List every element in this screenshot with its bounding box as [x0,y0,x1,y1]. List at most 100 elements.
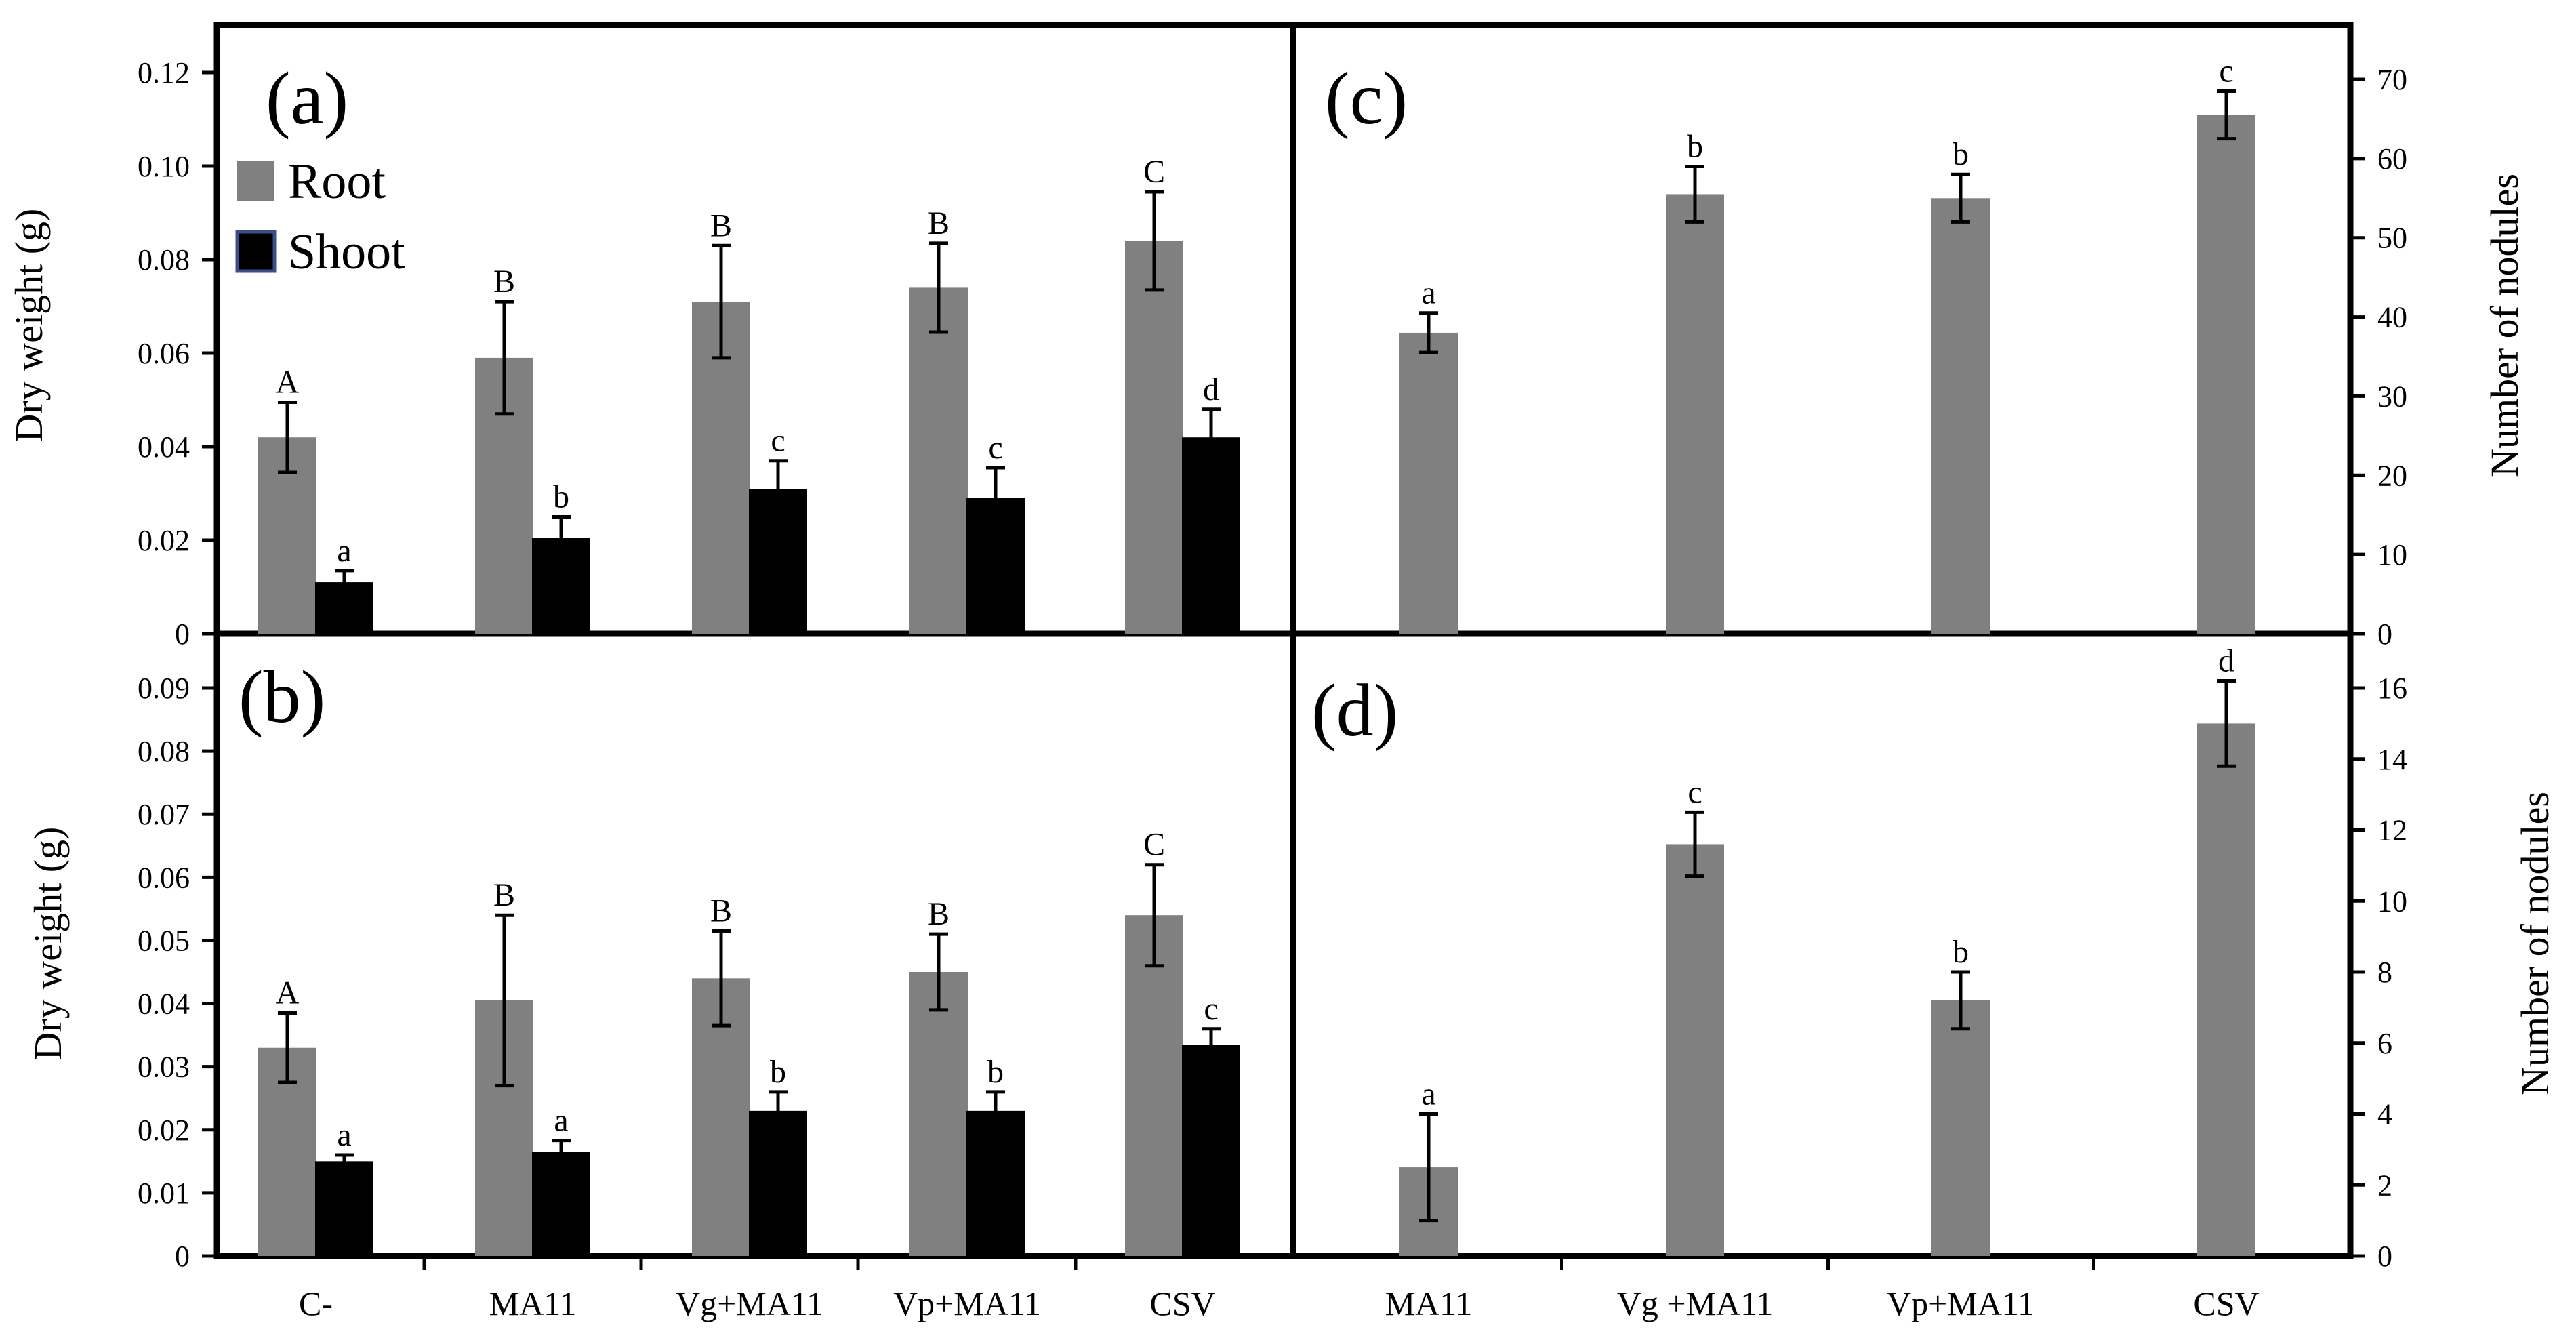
y-tick-label: 0.05 [138,924,190,957]
y-tick-label: 6 [2377,1027,2392,1060]
bar [1666,844,1724,1256]
y-tick-label: 4 [2377,1098,2392,1131]
y-tick-label: 0.09 [138,672,190,705]
y-tick-label: 60 [2377,142,2407,176]
y-tick-label: 0.04 [138,430,190,464]
bar [1182,437,1240,634]
significance-letter: C [1143,827,1165,863]
bar [749,1110,807,1256]
y-tick-label: 0.01 [138,1177,190,1210]
significance-letter: A [276,975,300,1011]
bar [966,1110,1025,1256]
legend-root-label: Root [288,154,386,209]
significance-letter: d [2218,643,2234,679]
y-tick-label: 0.02 [138,524,190,557]
y-tick-label: 14 [2377,743,2407,776]
y-tick-label: 30 [2377,380,2407,413]
x-tick-label: MA11 [1385,1284,1473,1322]
y-tick-label: 0.08 [138,243,190,277]
x-tick-label: C- [299,1284,333,1322]
significance-letter: a [337,533,351,569]
significance-letter: B [493,877,515,913]
panel-label: (a) [266,57,348,140]
bar [2197,115,2255,634]
x-tick-label: Vp+MA11 [893,1284,1041,1322]
legend: Root Shoot [235,154,405,280]
significance-letter: b [1687,129,1703,165]
panel-d-plot: 0 2 4 6 8 10 12 14 16 a c b d MA11 Vg +MA11 Vp+MA11 CSV N… [1311,643,2557,1322]
significance-letter: C [1143,154,1165,190]
significance-letter: B [928,205,949,241]
y-tick-label: 0.07 [138,798,190,831]
panel-c-plot: 0 10 20 30 40 50 60 70 a b b c Number of nodules (c) [1325,54,2527,651]
significance-letter: a [337,1117,351,1153]
x-tick-label: CSV [2193,1284,2259,1322]
panel-label: (d) [1311,669,1398,752]
significance-letter: a [1421,275,1435,311]
y-tick-label: 0.10 [138,150,190,183]
y-tick-label: 0.06 [138,861,190,894]
y-tick-label: 40 [2377,301,2407,334]
significance-letter: c [771,423,785,459]
x-tick-label: Vg +MA11 [1617,1284,1774,1322]
significance-letter: b [987,1054,1004,1090]
x-tick-label: CSV [1149,1284,1215,1322]
y-tick-label: 8 [2377,956,2392,989]
bar [1182,1045,1240,1256]
y-tick-label: 12 [2377,814,2407,847]
significance-letter: B [928,896,949,932]
y-axis-title: Dry weight (g) [7,209,51,443]
significance-letter: b [1953,934,1969,970]
y-tick-label: 10 [2377,885,2407,918]
y-tick-label: 0 [2377,617,2392,651]
legend-root-swatch [237,161,274,201]
bar [1666,194,1724,634]
significance-letter: c [2219,54,2233,89]
significance-letter: b [1953,136,1969,172]
figure-frames [213,22,2354,1259]
y-tick-label: 16 [2377,672,2407,705]
y-axis-title: Number of nodules [2482,174,2527,477]
significance-letter: B [710,893,732,929]
significance-letter: d [1203,371,1219,407]
legend-shoot-swatch [235,230,277,273]
y-tick-label: 20 [2377,459,2407,492]
panel-d-frame [1290,630,2354,1259]
significance-letter: B [493,264,515,300]
bar [1399,332,1458,634]
y-tick-label: 0.02 [138,1114,190,1147]
bar [1125,915,1183,1256]
significance-letter: b [553,479,569,515]
significance-letter: c [1204,991,1218,1027]
y-tick-label: 2 [2377,1169,2392,1202]
bar [532,1152,590,1256]
y-axis-title: Number of nodules [2513,792,2557,1095]
y-tick-label: 0 [2377,1240,2392,1273]
significance-letter: c [1688,774,1702,810]
y-axis-title: Dry weight (g) [26,827,70,1061]
panel-label: (b) [239,655,325,738]
panel-label: (c) [1325,57,1408,140]
x-tick-label: Vg+MA11 [676,1284,823,1322]
x-tick-label: Vp+MA11 [1887,1284,2035,1322]
significance-letter: a [1421,1076,1435,1112]
y-tick-label: 0.12 [138,56,190,89]
bar [1125,241,1183,634]
significance-letter: A [276,364,300,400]
bar [1931,1000,1990,1256]
y-tick-label: 50 [2377,222,2407,255]
bar [315,1161,373,1256]
significance-letter: a [554,1103,568,1139]
y-tick-label: 0 [175,1240,190,1273]
panel-b-plot: 0 0.01 0.02 0.03 0.04 0.05 0.06 0.07 0.08 0.09 A B B… [26,655,1240,1322]
y-tick-label: 10 [2377,538,2407,571]
y-tick-label: 0.08 [138,735,190,768]
significance-letter: B [710,207,732,243]
bar [909,287,968,634]
bar [1931,198,1990,634]
legend-shoot-label: Shoot [288,224,405,280]
panel-a-plot: 0 0.02 0.04 0.06 0.08 0.10 0.12 A B B B Ca b c c d Dry w… [7,56,1240,651]
x-tick-label: MA11 [489,1284,577,1322]
bar [909,972,968,1256]
